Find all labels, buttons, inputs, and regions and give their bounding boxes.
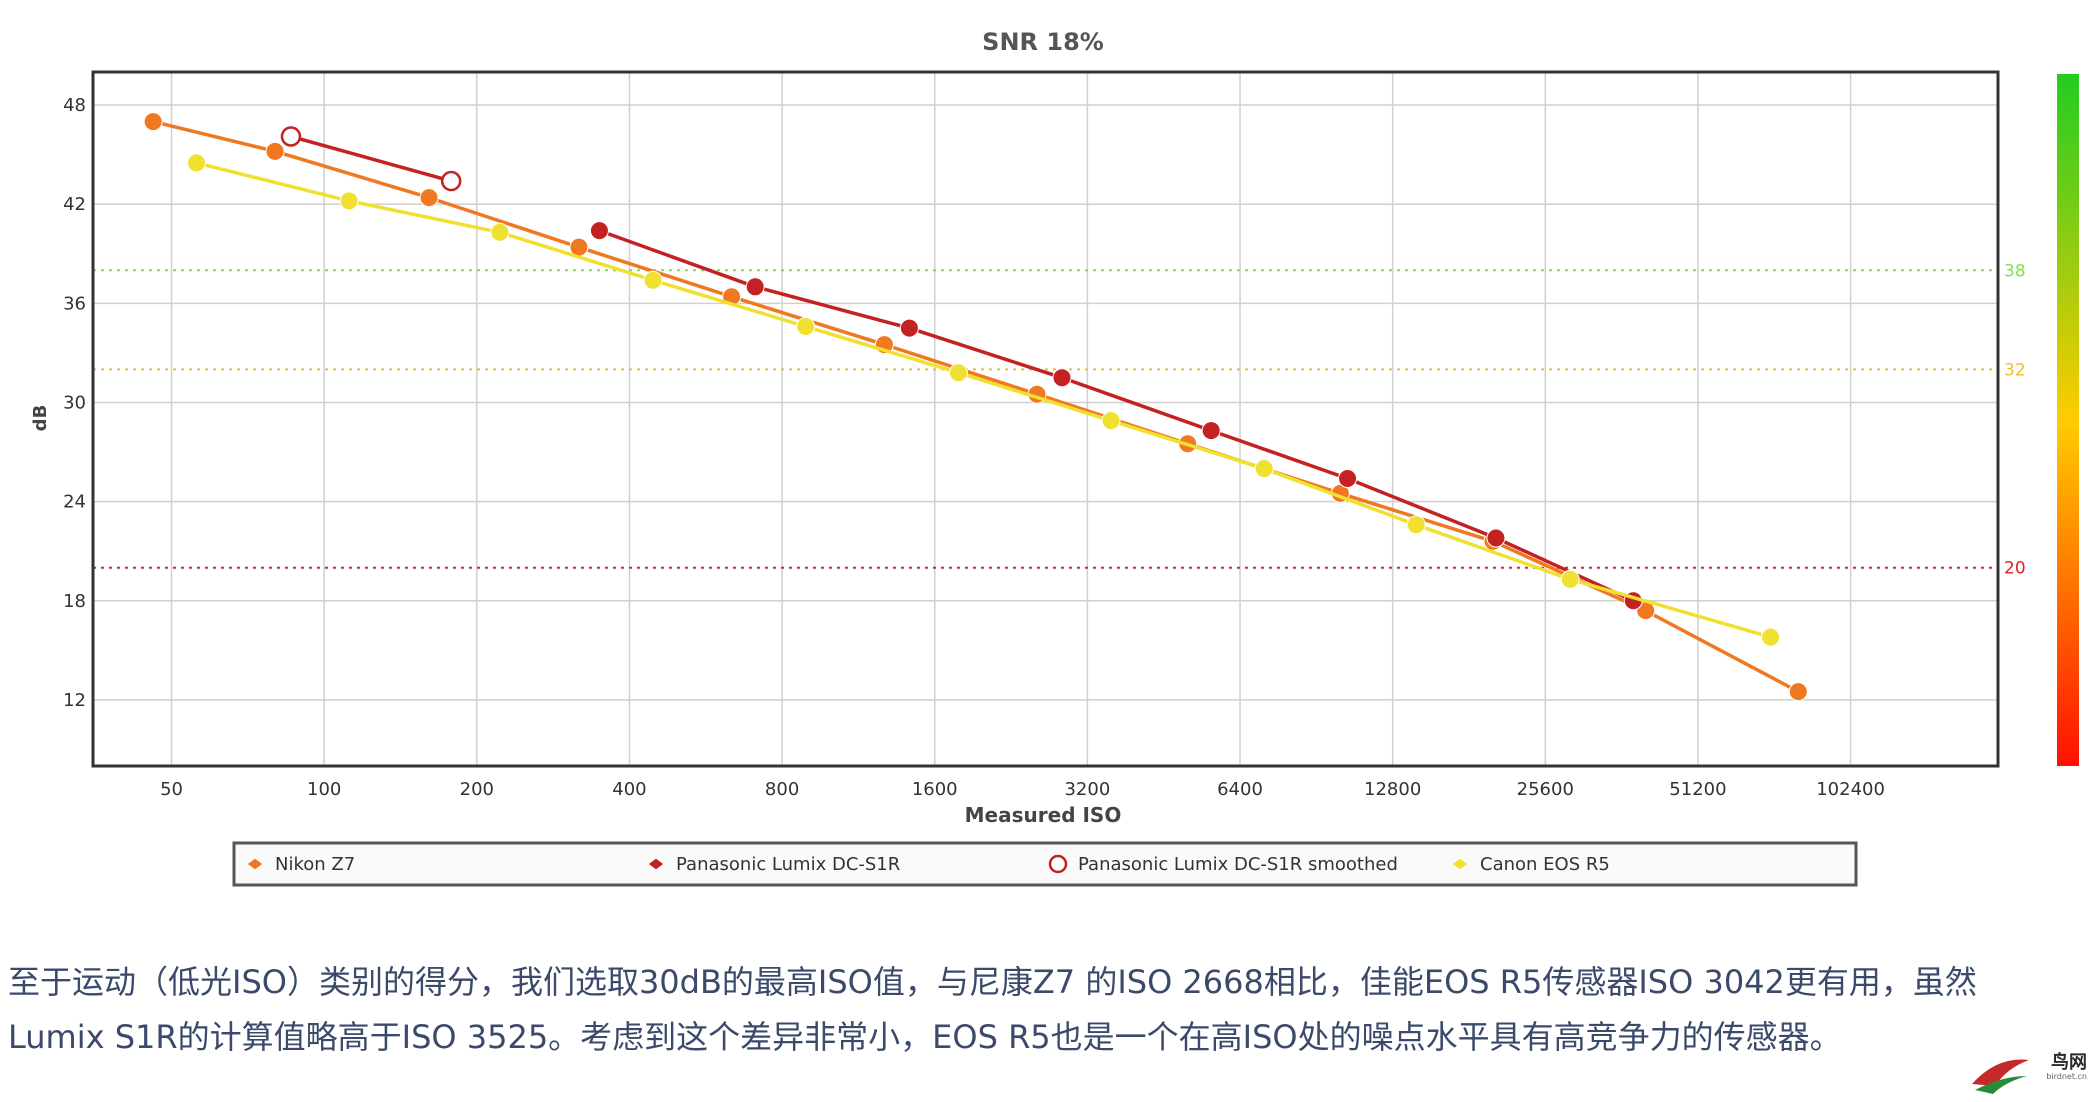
article-line-1: 至于运动（低光ISO）类别的得分，我们选取30dB的最高ISO值，与尼康Z7 的… [8,963,1977,1001]
data-point [143,112,163,132]
data-point [1201,421,1221,441]
snr-chart: SNR 18% 38 32 20 50 100 200 400 800 1600 3200 640… [30,28,2079,887]
reference-line-label: 20 [2004,559,2026,579]
data-point [899,318,919,338]
x-tick-label: 102400 [1816,779,1885,800]
watermark-sub: birdnet.cn [2046,1072,2087,1081]
x-tick-label: 200 [460,779,494,800]
data-point [1052,368,1072,388]
y-tick-label: 36 [63,293,86,314]
x-tick-label: 400 [612,779,646,800]
x-tick-label: 800 [765,779,799,800]
y-tick-label: 12 [63,690,86,711]
series-panasonic-lumix-dc-s1r-smoothed [280,126,462,192]
y-tick-label: 42 [63,194,86,215]
x-tick-label: 100 [307,779,341,800]
watermark-logo: 鸟网 birdnet.cn [1967,1046,2087,1096]
series-canon-eos-r5 [187,153,1781,647]
legend-marker-icon [1451,857,1469,871]
data-point [1788,682,1808,702]
legend-label: Canon EOS R5 [1480,854,1610,875]
bird-logo-icon [1972,1059,2029,1094]
data-point [1254,459,1274,479]
plot-area-border [91,70,2000,768]
data-point [1761,627,1781,647]
legend-label: Panasonic Lumix DC-S1R smoothed [1078,854,1398,875]
data-point [440,170,462,192]
legend: Nikon Z7 Panasonic Lumix DC-S1R Panasonic … [232,841,1858,887]
y-tick-label: 30 [63,392,86,413]
data-point [1406,515,1426,535]
y-tick-label: 48 [63,95,86,116]
legend-marker-icon [1048,854,1068,874]
data-point [1486,528,1506,548]
series-line [598,228,1635,603]
data-point [1338,468,1358,488]
data-point [339,191,359,211]
legend-box [232,841,1858,887]
y-tick-label: 18 [63,591,86,612]
reference-lines: 38 32 20 [93,261,2026,579]
data-point [1560,569,1580,589]
chart-title: SNR 18% [982,28,1104,56]
x-tick-label: 50 [160,779,183,800]
article-text: 至于运动（低光ISO）类别的得分，我们选取30dB的最高ISO值，与尼康Z7 的… [8,955,2095,1065]
legend-marker-icon [246,857,264,871]
series-line [152,119,1800,694]
legend-label: Panasonic Lumix DC-S1R [676,854,900,875]
watermark-text: 鸟网 [2051,1052,2087,1073]
series-nikon-z7 [143,112,1808,702]
data-point [643,270,663,290]
series-layer [143,112,1808,702]
data-point [490,222,510,242]
data-point [419,188,439,208]
y-axis-ticks: 12 18 24 30 36 42 48 [63,95,86,711]
grid [93,72,1998,766]
x-tick-label: 25600 [1517,779,1574,800]
data-point [1101,411,1121,431]
data-point [745,277,765,297]
data-point [187,153,207,173]
x-tick-label: 51200 [1669,779,1726,800]
x-axis-label: Measured ISO [965,803,1122,827]
y-axis-label: dB [30,405,51,432]
legend-marker-icon [647,857,665,871]
data-point [265,141,285,161]
x-tick-label: 12800 [1364,779,1421,800]
series-line [290,134,452,183]
y-tick-label: 24 [63,492,86,513]
x-tick-label: 3200 [1064,779,1110,800]
x-axis-ticks: 50 100 200 400 800 1600 3200 6400 12800 25600 5120… [160,779,1885,800]
data-point [589,221,609,241]
data-point [948,363,968,383]
article-line-2: Lumix S1R的计算值略高于ISO 3525。考虑到这个差异非常小，EOS … [8,1018,1842,1056]
color-scale-bar [2057,74,2079,766]
legend-label: Nikon Z7 [275,854,355,875]
series-panasonic-lumix-dc-s1r [589,221,1643,611]
x-tick-label: 1600 [912,779,958,800]
series-line [196,161,1772,639]
data-point [796,316,816,336]
reference-line-label: 38 [2004,261,2026,281]
x-tick-label: 6400 [1217,779,1263,800]
data-point [280,126,302,147]
reference-line-label: 32 [2004,360,2026,380]
